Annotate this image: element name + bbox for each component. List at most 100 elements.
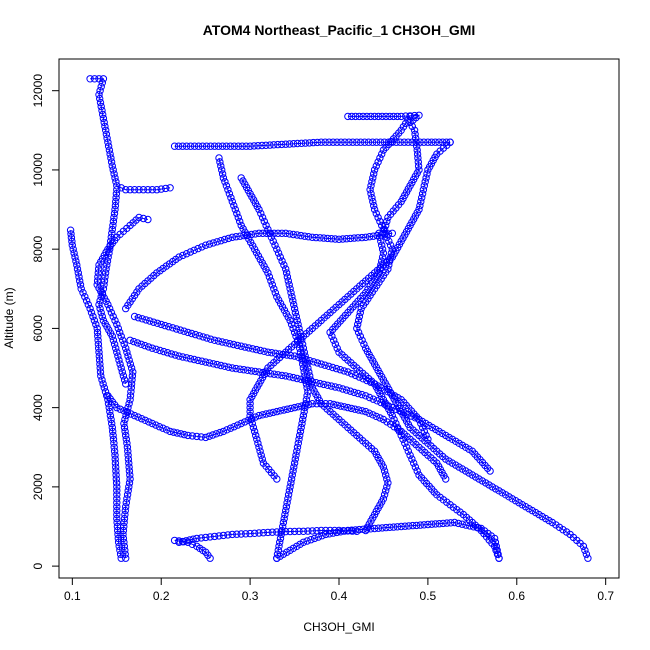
data-point <box>384 265 392 273</box>
data-point <box>285 230 294 238</box>
chart-title: ATOM4 Northeast_Pacific_1 CH3OH_GMI <box>203 22 476 38</box>
data-point <box>392 138 400 146</box>
data-point <box>271 241 279 249</box>
data-point <box>125 459 133 467</box>
data-point <box>111 174 119 182</box>
data-point <box>305 139 314 147</box>
data-point <box>87 308 96 317</box>
data-point <box>209 360 218 368</box>
data-point <box>120 423 129 432</box>
data-point <box>126 471 134 479</box>
data-point <box>121 427 129 436</box>
data-point <box>376 138 385 146</box>
y-axis: 0 2000 4000 6000 8000 10000 12000 <box>31 74 60 569</box>
data-point <box>77 285 85 293</box>
data-point <box>259 368 267 377</box>
data-point <box>153 319 162 327</box>
data-point <box>262 229 271 238</box>
data-point <box>313 527 321 535</box>
data-point <box>210 532 219 541</box>
data-point <box>435 138 443 146</box>
data-point <box>274 229 282 238</box>
data-point <box>99 75 108 83</box>
data-point <box>332 364 341 373</box>
data-point <box>152 421 160 429</box>
data-point <box>237 419 245 428</box>
data-point <box>240 366 248 374</box>
data-point <box>198 243 206 251</box>
data-point <box>114 526 122 535</box>
data-point <box>226 340 234 348</box>
data-point <box>266 229 275 238</box>
data-point <box>152 345 160 353</box>
x-axis-label: CH3OH_GMI <box>303 620 374 634</box>
data-point <box>282 265 290 273</box>
series-line <box>276 521 500 559</box>
data-point <box>243 366 252 374</box>
data-point <box>390 423 398 431</box>
data-point <box>228 364 237 372</box>
data-point <box>290 300 298 309</box>
data-point <box>121 506 130 515</box>
data-point <box>112 344 120 352</box>
data-point <box>264 225 272 234</box>
data-point <box>71 253 79 261</box>
data-point <box>289 297 297 305</box>
data-point <box>292 451 300 459</box>
data-point <box>428 520 436 528</box>
data-point <box>562 528 571 536</box>
data-point <box>122 435 131 443</box>
data-point <box>215 532 223 540</box>
data-point <box>102 265 110 273</box>
data-point <box>310 534 319 543</box>
data-point <box>454 519 463 528</box>
data-point <box>96 368 105 376</box>
data-point <box>130 186 139 194</box>
data-point <box>486 467 494 475</box>
data-point <box>285 140 294 148</box>
data-point <box>221 362 229 370</box>
data-point <box>279 350 287 359</box>
data-point <box>124 451 132 459</box>
data-point <box>435 520 443 528</box>
data-point <box>106 150 114 158</box>
data-point <box>285 373 294 381</box>
data-point <box>413 146 421 154</box>
data-point <box>111 459 120 467</box>
data-point <box>412 521 421 530</box>
data-point <box>264 528 272 537</box>
data-point <box>283 499 291 507</box>
data-point <box>362 392 370 400</box>
data-point <box>249 423 258 432</box>
data-point <box>126 475 134 483</box>
data-point <box>296 427 305 436</box>
data-point <box>318 532 326 540</box>
data-point <box>124 487 132 495</box>
y-tick-label: 4000 <box>31 394 45 421</box>
data-point <box>268 281 276 289</box>
data-point <box>117 364 125 372</box>
data-point <box>346 234 355 243</box>
data-point <box>238 142 246 150</box>
data-point <box>209 431 217 439</box>
data-point <box>378 241 386 249</box>
data-point <box>228 233 237 242</box>
data-point <box>335 384 343 392</box>
data-point <box>350 388 358 397</box>
data-point <box>286 527 294 536</box>
data-point <box>331 383 339 391</box>
data-point <box>218 142 227 150</box>
data-point <box>304 527 312 535</box>
data-point <box>93 328 102 337</box>
data-point <box>127 388 135 396</box>
data-point <box>242 142 250 150</box>
data-point <box>584 554 592 562</box>
data-point <box>383 483 391 491</box>
data-point <box>241 418 249 426</box>
data-point <box>357 138 365 146</box>
data-point <box>297 231 305 240</box>
data-point <box>420 138 428 146</box>
data-point <box>107 308 116 317</box>
data-point <box>307 536 315 544</box>
